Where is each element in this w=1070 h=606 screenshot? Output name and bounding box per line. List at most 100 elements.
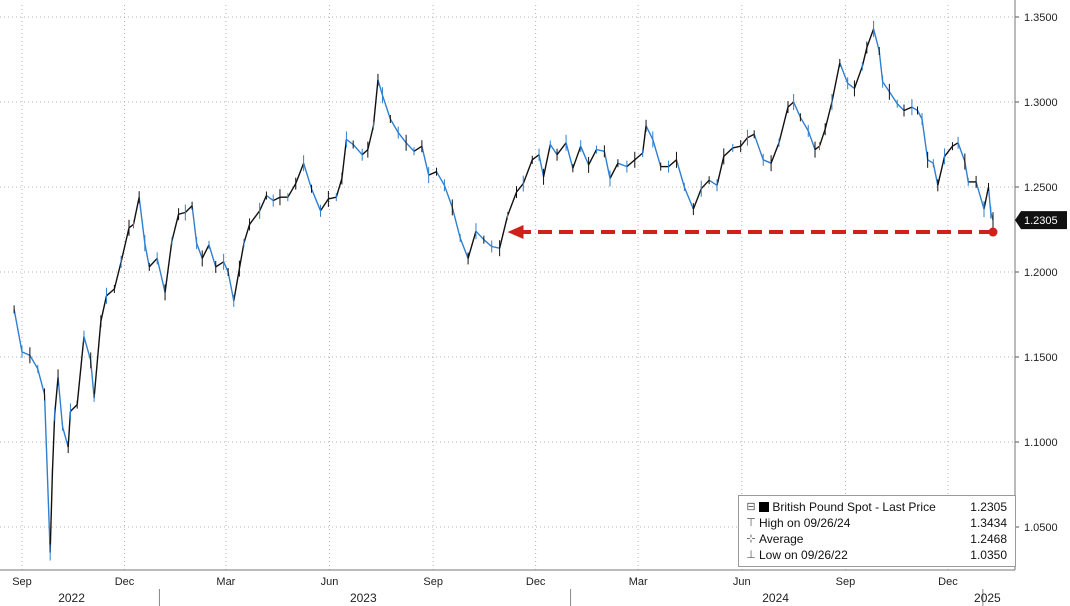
price-segment	[428, 171, 437, 176]
price-segment	[377, 79, 384, 96]
price-segment	[975, 181, 985, 210]
x-tick-label: Jun	[321, 576, 339, 588]
price-segment	[43, 394, 51, 553]
price-segment	[381, 94, 392, 120]
price-segment	[443, 185, 453, 208]
price-segment	[61, 426, 69, 448]
price-segment	[100, 295, 108, 322]
price-segment	[37, 368, 46, 395]
price-segment	[983, 186, 990, 210]
x-tick-label: Sep	[423, 576, 443, 588]
legend-low-value: 1.0350	[970, 548, 1007, 562]
price-segment	[106, 288, 115, 297]
price-segment	[522, 159, 533, 184]
year-label: 2022	[58, 591, 85, 605]
price-segment	[888, 91, 898, 105]
price-segment	[937, 156, 946, 186]
price-segment	[389, 118, 399, 133]
y-tick-label: 1.3000	[1024, 97, 1058, 109]
price-segment	[762, 159, 772, 164]
grid-lines	[0, 5, 1015, 570]
y-tick-label: 1.3500	[1024, 12, 1058, 24]
y-tick-label: 1.2500	[1024, 182, 1058, 194]
price-segment	[29, 354, 39, 370]
price-segment	[90, 360, 95, 398]
arrow-head	[507, 225, 524, 240]
price-segment	[287, 183, 297, 198]
price-segment	[113, 261, 122, 290]
price-segment	[617, 162, 628, 168]
price-segment	[13, 309, 23, 353]
price-segment	[191, 205, 198, 244]
price-segment	[227, 271, 235, 302]
price-segment	[498, 215, 509, 249]
price-segment	[184, 205, 193, 213]
price-segment	[587, 149, 598, 166]
x-tick-label: Dec	[938, 576, 958, 588]
price-segment	[792, 101, 802, 118]
legend-low-label: Low on 09/26/22	[759, 548, 848, 562]
price-segment	[83, 336, 92, 361]
price-segment	[413, 145, 423, 152]
price-segment	[57, 377, 64, 427]
price-segment	[435, 171, 446, 186]
price-segment	[215, 261, 225, 268]
price-segment	[668, 159, 677, 168]
price-segment	[708, 179, 718, 186]
price-segment	[831, 62, 841, 103]
price-segment	[787, 101, 795, 108]
price-segment	[459, 237, 469, 259]
price-segment	[53, 377, 59, 415]
arrow-tail-dot	[988, 227, 998, 237]
last-value-label: 1.2305	[1024, 215, 1058, 227]
price-segment	[491, 245, 500, 249]
price-segment	[596, 148, 605, 152]
price-segment	[538, 154, 545, 177]
price-segment	[405, 142, 415, 152]
price-segment	[723, 147, 734, 157]
price-segment	[361, 149, 369, 156]
price-segment	[341, 139, 348, 179]
year-label: 2025	[974, 591, 1001, 605]
legend-high-icon: ⊤	[746, 517, 756, 529]
legend-swatch-icon: ⊟	[746, 501, 756, 513]
price-segment	[700, 179, 710, 190]
price-segment	[645, 125, 654, 140]
price-segment	[93, 321, 102, 398]
price-segment	[580, 145, 590, 166]
price-segment	[144, 242, 150, 268]
legend-average-label: Average	[759, 532, 804, 546]
price-segment	[372, 79, 379, 126]
price-segment	[964, 161, 969, 183]
price-segment	[178, 211, 186, 215]
legend-high-row: ⊤ High on 09/26/24 1.3434	[739, 515, 1015, 531]
price-segment	[515, 183, 524, 193]
legend-series-name: British Pound Spot - Last Price	[772, 500, 936, 514]
price-segment	[878, 50, 884, 82]
price-segment	[195, 242, 203, 259]
price-segment	[506, 191, 518, 217]
legend-series-value: 1.2305	[970, 500, 1007, 514]
x-tick-label: Sep	[12, 576, 32, 588]
price-segment	[243, 224, 251, 244]
price-segment	[367, 125, 375, 150]
price-segment	[626, 159, 636, 168]
y-tick-label: 1.2000	[1024, 267, 1058, 279]
price-segment	[853, 66, 863, 89]
price-segment	[675, 159, 686, 188]
price-segment	[302, 162, 313, 189]
price-segment	[847, 82, 855, 89]
price-segment	[911, 106, 918, 112]
price-segment	[903, 106, 913, 112]
price-segment	[861, 47, 868, 67]
price-series	[13, 20, 994, 561]
price-segment	[896, 103, 905, 111]
price-segment	[451, 207, 461, 239]
price-segment	[778, 106, 789, 143]
price-segment	[259, 195, 268, 212]
y-tick-label: 1.1500	[1024, 352, 1058, 364]
price-segment	[692, 188, 702, 210]
price-segment	[76, 336, 85, 405]
price-segment	[475, 230, 485, 241]
